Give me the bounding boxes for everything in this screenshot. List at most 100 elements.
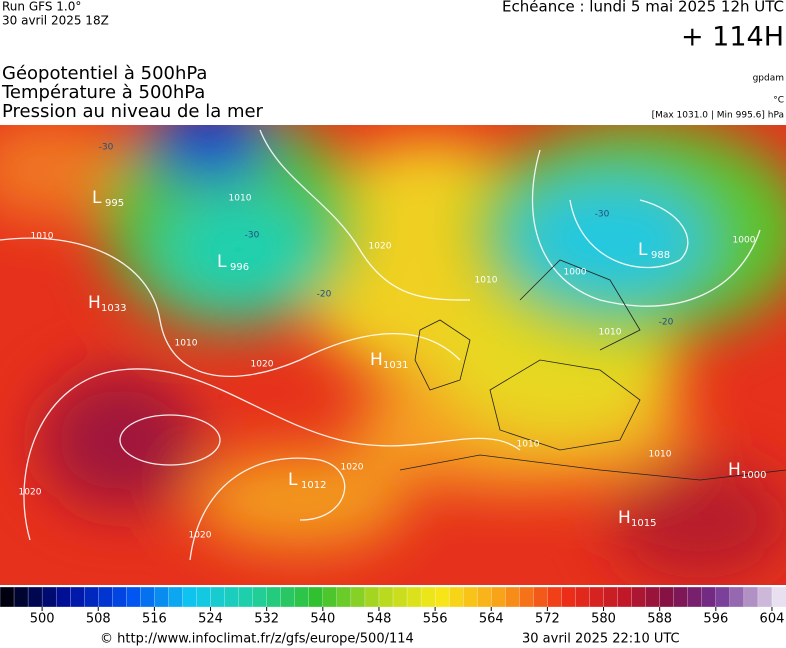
- scale-swatch: [364, 586, 380, 608]
- pressure-center: H: [618, 508, 631, 528]
- scale-swatch: [210, 586, 226, 608]
- scale-swatch: [13, 586, 29, 608]
- scale-label: 564: [479, 612, 504, 627]
- scale-label: 580: [591, 612, 616, 627]
- scale-swatch: [336, 586, 352, 608]
- scale-swatch: [757, 586, 773, 608]
- scale-swatch: [715, 586, 731, 608]
- unit: [Max 1031.0 | Min 995.6] hPa: [652, 111, 784, 121]
- scale-label: 500: [30, 612, 55, 627]
- scale-swatch: [687, 586, 703, 608]
- scale-swatch: [477, 586, 492, 608]
- center-value: 996: [230, 262, 249, 273]
- scale-label: 516: [142, 612, 167, 627]
- pressure-center: H: [88, 293, 101, 313]
- scale-swatch: [547, 586, 563, 608]
- isobar-label: 1020: [251, 360, 274, 370]
- scale-label: 556: [423, 612, 448, 627]
- pressure-center: L: [638, 240, 648, 260]
- scale-label: 508: [86, 612, 111, 627]
- scale-swatch: [420, 586, 436, 608]
- scale-swatch: [154, 586, 170, 608]
- temperature-label: -30: [595, 210, 610, 220]
- scale-swatch: [322, 586, 338, 608]
- center-value: 1015: [631, 518, 656, 529]
- scale-swatch: [224, 586, 240, 608]
- isobar-label: 1010: [229, 194, 252, 204]
- scale-swatch: [294, 586, 310, 608]
- scale-swatch: [589, 586, 605, 608]
- pressure-center: L: [92, 188, 102, 208]
- isobar-label: 1020: [19, 488, 42, 498]
- scale-swatch: [41, 586, 57, 608]
- scale-swatch: [266, 586, 282, 608]
- scale-swatch: [182, 586, 198, 608]
- scale-swatch: [701, 586, 717, 608]
- scale-swatch: [350, 586, 366, 608]
- center-value: 1031: [383, 360, 408, 371]
- run-date: 30 avril 2025 18Z: [2, 14, 109, 28]
- scale-swatch: [463, 586, 478, 608]
- valid-time: Echéance : lundi 5 mai 2025 12h UTC: [502, 0, 784, 16]
- temperature-label: -20: [659, 318, 674, 328]
- scale-swatch: [617, 586, 633, 608]
- pressure-center: H: [728, 460, 741, 480]
- temperature-label: -30: [99, 143, 114, 153]
- scale-swatch: [533, 586, 549, 608]
- scale-label: 588: [647, 612, 672, 627]
- isobar-label: 1000: [733, 236, 756, 246]
- scale-label: 604: [760, 612, 785, 627]
- isobar-label: 1010: [517, 440, 540, 450]
- temperature-label: -30: [245, 231, 260, 241]
- scale-label: 540: [310, 612, 335, 627]
- scale-swatch: [70, 586, 85, 608]
- scale-swatch: [406, 586, 422, 608]
- run: Run GFS 1.0°: [2, 0, 81, 14]
- scale-swatch: [98, 586, 113, 608]
- scale-swatch: [308, 586, 324, 608]
- field-name: Pression au niveau de la mer: [2, 101, 264, 122]
- isobar-label: 1010: [31, 232, 54, 242]
- scale-swatch: [252, 586, 268, 608]
- scale-swatch: [645, 586, 661, 608]
- scale-swatch: [140, 586, 156, 608]
- field-name: Température à 500hPa: [1, 82, 205, 103]
- unit: °C: [773, 96, 784, 106]
- scale-label: 524: [198, 612, 223, 627]
- scale-swatch: [280, 586, 296, 608]
- scale-swatch: [729, 586, 745, 608]
- scale-swatch: [743, 586, 759, 608]
- scale-swatch: [0, 586, 15, 608]
- scale-swatch: [27, 586, 43, 608]
- generated: 30 avril 2025 22:10 UTC: [522, 632, 680, 647]
- isobar-label: 1010: [175, 339, 198, 349]
- scale-swatch: [126, 586, 142, 608]
- scale-swatch: [575, 586, 591, 608]
- scale-swatch: [84, 586, 99, 608]
- center-value: 988: [651, 250, 670, 261]
- pressure-center: L: [288, 470, 298, 490]
- center-value: 995: [105, 198, 124, 209]
- scale-swatch: [434, 586, 450, 608]
- scale-label: 572: [535, 612, 560, 627]
- temperature-label: -20: [317, 290, 332, 300]
- isobar-label: 1010: [599, 328, 622, 338]
- scale-swatch: [55, 586, 71, 608]
- isobar-label: 1020: [189, 531, 212, 541]
- scale-label: 596: [703, 612, 728, 627]
- isobar-label: 1020: [369, 242, 392, 252]
- isobar-label: 1010: [649, 450, 672, 460]
- pressure-center: H: [370, 350, 383, 370]
- scale-label: 548: [367, 612, 392, 627]
- scale-swatch: [448, 586, 464, 608]
- scale-swatch: [505, 586, 520, 608]
- isobar-label: 1000: [564, 268, 587, 278]
- scale-swatch: [561, 586, 577, 608]
- map-field: [0, 125, 786, 585]
- unit: gpdam: [753, 74, 784, 84]
- source: © http://www.infoclimat.fr/z/gfs/europe/…: [100, 632, 414, 647]
- field-name: Géopotentiel à 500hPa: [2, 63, 207, 84]
- scale-swatch: [771, 586, 786, 608]
- scale-swatch: [631, 586, 647, 608]
